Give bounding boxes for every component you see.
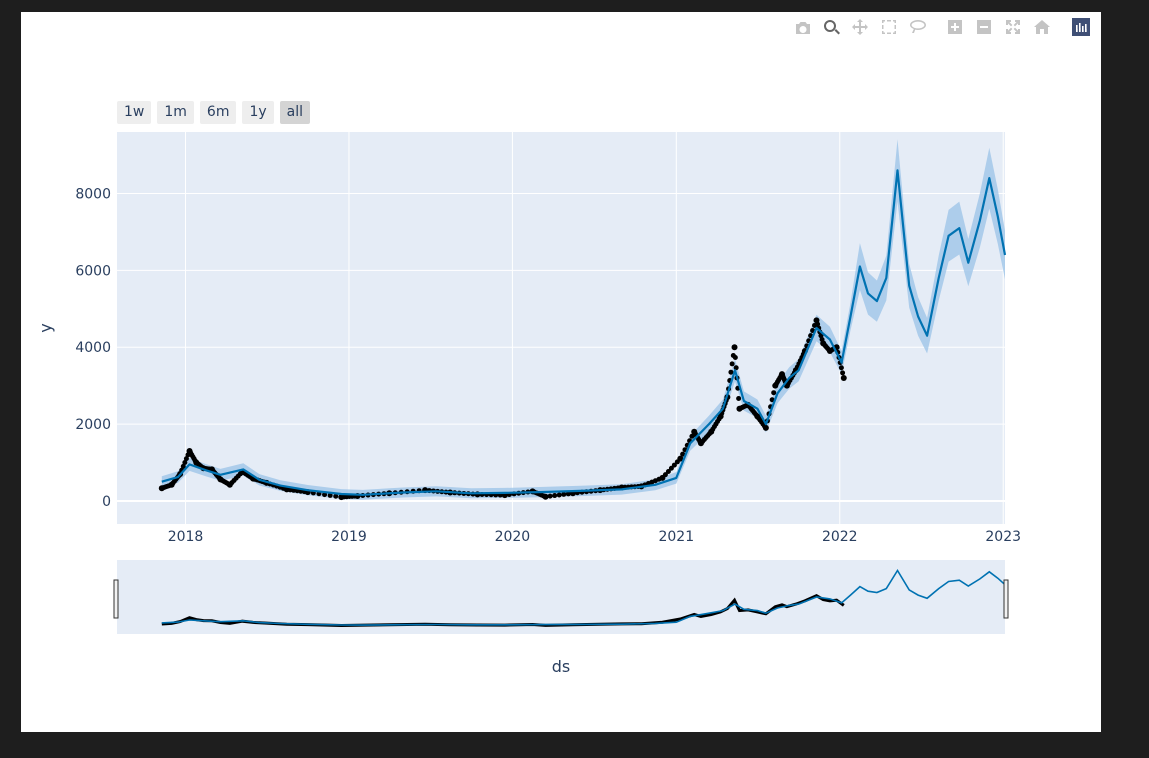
y-axis-title: y bbox=[36, 323, 55, 332]
actual-point bbox=[838, 365, 844, 371]
actual-point bbox=[542, 493, 549, 500]
actual-point bbox=[322, 492, 328, 498]
actual-point bbox=[769, 397, 775, 403]
camera-icon[interactable] bbox=[787, 16, 816, 38]
x-tick-label: 2018 bbox=[168, 529, 204, 545]
actual-point bbox=[729, 361, 735, 367]
range-selector: 1w 1m 6m 1y all bbox=[117, 101, 311, 124]
actual-point bbox=[668, 465, 674, 471]
range-button-6m[interactable]: 6m bbox=[199, 101, 237, 124]
main-plot-area[interactable] bbox=[117, 132, 1005, 524]
rangeslider-left-handle[interactable] bbox=[113, 579, 119, 619]
zoom-out-icon[interactable] bbox=[969, 16, 998, 38]
actual-point bbox=[677, 455, 684, 462]
forecast-line bbox=[161, 169, 1007, 496]
actual-point bbox=[556, 492, 562, 498]
y-tick-labels: 0 2000 4000 6000 8000 bbox=[75, 186, 111, 509]
actual-point bbox=[728, 369, 734, 375]
x-tick-label: 2019 bbox=[331, 529, 367, 545]
actual-point bbox=[333, 493, 339, 499]
grid-lines bbox=[117, 132, 1005, 524]
x-tick-label: 2022 bbox=[822, 529, 858, 545]
actual-point bbox=[662, 472, 668, 478]
y-tick-label: 8000 bbox=[75, 186, 111, 202]
actual-point bbox=[840, 374, 847, 381]
x-axis-title: ds bbox=[552, 657, 571, 676]
actual-point bbox=[732, 354, 738, 360]
actual-point bbox=[762, 424, 769, 431]
actual-point bbox=[736, 395, 742, 401]
forecast-line-series bbox=[161, 169, 1007, 496]
rangeslider-forecast-line bbox=[161, 568, 1006, 626]
x-tick-label: 2021 bbox=[658, 529, 694, 545]
actual-point bbox=[180, 463, 186, 469]
actual-point bbox=[840, 370, 846, 376]
actual-point bbox=[552, 493, 558, 499]
actual-point bbox=[565, 491, 571, 497]
range-button-all[interactable]: all bbox=[279, 101, 311, 124]
y-tick-label: 0 bbox=[102, 494, 111, 510]
y-tick-label: 2000 bbox=[75, 417, 111, 433]
actual-point bbox=[547, 493, 553, 499]
actual-point bbox=[815, 321, 821, 327]
y-tick-label: 4000 bbox=[75, 340, 111, 356]
autoscale-icon[interactable] bbox=[998, 16, 1027, 38]
actual-point bbox=[680, 451, 686, 457]
range-button-1m[interactable]: 1m bbox=[157, 101, 194, 124]
range-button-1w[interactable]: 1w bbox=[117, 101, 152, 124]
rangeslider-right-handle[interactable] bbox=[1003, 579, 1009, 619]
actual-point bbox=[671, 462, 677, 468]
lasso-select-icon[interactable] bbox=[903, 16, 932, 38]
zoom-icon[interactable] bbox=[816, 16, 845, 38]
actual-point bbox=[731, 344, 738, 351]
actual-point bbox=[182, 460, 188, 466]
x-tick-label: 2020 bbox=[495, 529, 531, 545]
actual-point bbox=[665, 468, 671, 474]
box-select-icon[interactable] bbox=[874, 16, 903, 38]
range-button-1y[interactable]: 1y bbox=[242, 101, 274, 124]
y-tick-label: 6000 bbox=[75, 263, 111, 279]
zoom-in-icon[interactable] bbox=[940, 16, 969, 38]
actual-point bbox=[733, 365, 739, 371]
modebar bbox=[787, 16, 1095, 38]
plotly-logo-icon[interactable] bbox=[1066, 16, 1095, 38]
x-tick-label: 2023 bbox=[985, 529, 1021, 545]
actual-point bbox=[327, 492, 333, 498]
pan-icon[interactable] bbox=[845, 16, 874, 38]
chart-frame: 1w 1m 6m 1y all 0 2000 4000 6000 8000 2018 2019 20… bbox=[21, 12, 1101, 732]
rangeslider-series bbox=[161, 568, 1006, 628]
actual-point bbox=[689, 433, 695, 439]
x-tick-labels: 2018 2019 2020 2021 2022 2023 bbox=[168, 529, 1021, 545]
actual-point bbox=[561, 491, 567, 497]
actual-point bbox=[183, 456, 189, 462]
reset-axes-icon[interactable] bbox=[1027, 16, 1056, 38]
actual-point bbox=[818, 333, 824, 339]
actual-point bbox=[771, 390, 777, 396]
